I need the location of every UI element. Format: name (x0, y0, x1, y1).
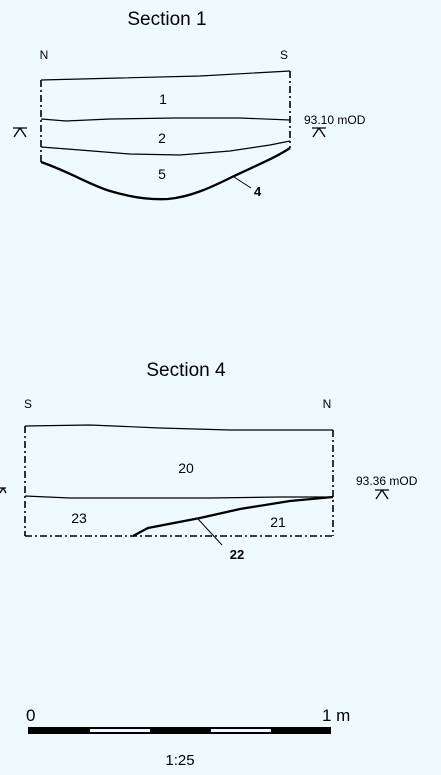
section-4: Section 4 S N 20 23 21 22 93.36 mOD (0, 360, 418, 562)
scale-bar-segment-light (211, 729, 271, 732)
section-4-left-direction: S (24, 397, 32, 411)
section-4-datum-marker-left (0, 487, 7, 494)
section-1-datum-marker-left (13, 127, 27, 138)
section-1-layer-boundary-2-5 (40, 140, 291, 156)
section-1-datum-label: 93.10 mOD (304, 113, 366, 127)
scale-bar-frame (28, 727, 331, 734)
section-1-right-direction: S (280, 48, 288, 62)
section-1-layer-label: 1 (159, 91, 167, 107)
section-1-ground-surface (40, 70, 291, 81)
section-1-left-direction: N (40, 48, 49, 62)
section-4-cut-line (132, 495, 334, 538)
scale-ratio-label: 1:25 (165, 752, 194, 769)
section-4-layer-boundary (24, 495, 333, 499)
section-4-cut-leader (197, 518, 223, 546)
section-4-layer-label: 20 (178, 460, 194, 476)
section-1-layer-label: 2 (158, 130, 166, 146)
section-1-layer-boundary-1-2 (40, 117, 291, 122)
section-1-title: Section 1 (127, 9, 206, 30)
section-4-title: Section 4 (146, 360, 226, 381)
scale-bar-end-label: 1 m (322, 706, 350, 725)
section-1-layer-label: 5 (158, 166, 166, 182)
section-4-cut-label: 22 (230, 547, 244, 562)
section-4-layer-label: 21 (270, 514, 286, 530)
section-4-ground-surface (24, 424, 333, 431)
scale-bar: 0 1 m 1:25 (26, 706, 350, 769)
scale-bar-start-label: 0 (26, 706, 35, 725)
section-4-layer-label: 23 (71, 510, 87, 526)
section-1: Section 1 N S 1 2 5 4 93.10 mOD (13, 9, 366, 201)
section-1-cut-leader (233, 176, 252, 189)
scale-bar-segment-light (90, 729, 150, 732)
section-1-cut-label: 4 (254, 184, 262, 199)
section-4-datum-marker-right (375, 489, 389, 500)
section-1-cut-base (40, 147, 291, 201)
section-1-datum-marker-right (312, 127, 326, 138)
section-4-right-direction: N (323, 397, 332, 411)
section-4-datum-label: 93.36 mOD (356, 474, 418, 488)
